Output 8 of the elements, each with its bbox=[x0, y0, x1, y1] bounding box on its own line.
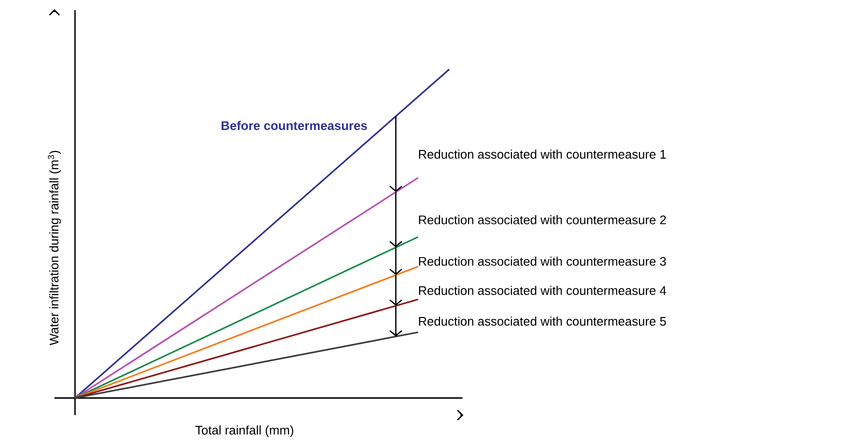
series-label: Before countermeasures bbox=[222, 120, 367, 130]
annotation: Reduction associated with countermeasure 5 bbox=[419, 316, 666, 326]
x-axis-title: Total rainfall (mm) bbox=[195, 425, 294, 437]
annotation: Reduction associated with countermeasure 1 bbox=[419, 149, 666, 159]
y-axis-title: Water infiltration during rainfall (m$^{3}$) bbox=[48, 150, 61, 346]
annotation: Reduction associated with countermeasure 4 bbox=[419, 286, 666, 295]
annotation: Reduction associated with countermeasure 2 bbox=[419, 215, 666, 224]
annotation: Reduction associated with countermeasure 3 bbox=[419, 256, 666, 266]
